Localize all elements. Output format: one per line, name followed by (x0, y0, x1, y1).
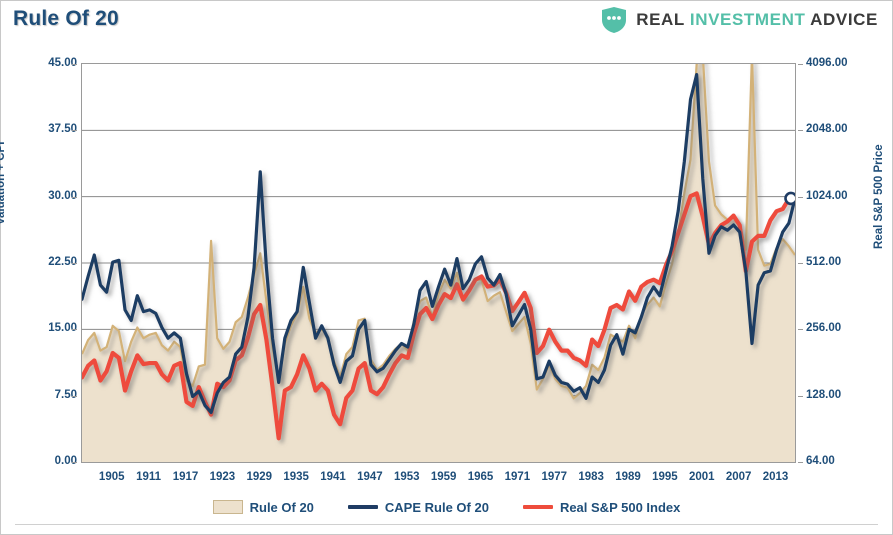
x-axis-tick: 1911 (136, 471, 162, 483)
x-axis-tick: 2007 (725, 471, 752, 483)
end-point-marker (784, 191, 795, 206)
legend-swatch (522, 505, 553, 509)
tick-mark (72, 263, 77, 264)
x-axis-tick: 2013 (762, 471, 789, 483)
x-axis-tick: 1965 (467, 471, 494, 483)
y-axis-left-tick: 7.50 (54, 388, 77, 401)
legend-item[interactable]: Rule Of 20 (212, 499, 314, 515)
legend-swatch (347, 505, 378, 509)
y-axis-right-tick: 4096.00 (806, 57, 848, 69)
tick-mark (72, 64, 77, 65)
tick-mark (72, 130, 77, 132)
tick-mark (72, 395, 77, 397)
y-axis-right-tick: 256.00 (806, 322, 842, 335)
legend-label: Real S&P 500 Index (559, 499, 681, 515)
tick-mark (798, 395, 803, 397)
x-axis-tick: 1995 (652, 471, 678, 483)
y-axis-left-tick: 30.00 (48, 189, 77, 202)
x-axis: 1905 1911 1917 1923 1929 1935 1941 1947 1953 1959… (81, 467, 796, 487)
shield-icon (601, 6, 627, 34)
brand-wordmark: REAL INVESTMENT ADVICE (636, 10, 878, 30)
y-axis-right-tick: 64.00 (806, 455, 835, 467)
legend-divider (15, 524, 878, 525)
x-axis-tick: 1989 (615, 471, 641, 483)
x-axis-tick: 1971 (504, 471, 531, 483)
y-axis-right: 64.00 128.00 256.00 512.00 1024.00 2048.00 409… (798, 57, 892, 467)
tick-mark (798, 130, 803, 132)
x-axis-tick: 1917 (172, 471, 199, 483)
x-axis-tick: 1923 (209, 471, 236, 483)
y-axis-right-tick: 2048.00 (806, 123, 848, 136)
y-axis-left-tick: 37.50 (48, 123, 77, 136)
legend-label: CAPE Rule Of 20 (384, 499, 489, 515)
tick-mark (798, 329, 803, 331)
x-axis-tick: 1959 (430, 471, 457, 483)
x-axis-tick: 1935 (283, 471, 309, 483)
y-axis-right-tick: 1024.00 (806, 189, 848, 202)
tick-mark (72, 329, 77, 331)
y-axis-left-tick: 22.50 (48, 256, 77, 268)
x-axis-tick: 1947 (357, 471, 383, 483)
brand-logo: REAL INVESTMENT ADVICE (601, 6, 878, 34)
legend-item[interactable]: Real S&P 500 Index (522, 499, 681, 515)
chart-body: Valuation + CPI 0.007.5015.0022.5030.003… (0, 39, 892, 535)
tick-mark (798, 196, 803, 198)
series-cape-rule-of-20 (82, 73, 795, 415)
x-axis-tick: 2001 (689, 471, 715, 483)
legend-swatch (212, 500, 243, 514)
chart-header: Rule Of 20 REAL INVESTMENT ADVICE (1, 1, 892, 39)
y-axis-left: 0.00 7.50 15.00 22.50 30.00 37.50 45.00 (1, 57, 77, 467)
brand-word-investment: INVESTMENT (689, 10, 806, 29)
x-axis-tick: 1929 (246, 471, 273, 483)
x-axis-tick: 1941 (320, 471, 346, 483)
x-axis-tick: 1983 (578, 471, 604, 483)
legend-label: Rule Of 20 (249, 499, 314, 515)
tick-mark (798, 64, 803, 65)
page-title: Rule Of 20 (13, 7, 119, 30)
brand-word-advice: ADVICE (810, 10, 878, 29)
x-axis-tick: 1905 (98, 471, 125, 483)
y-axis-right-tick: 512.00 (806, 256, 842, 268)
chart-legend: Rule Of 20 CAPE Rule Of 20 Real S&P 500 In… (1, 494, 892, 520)
tick-mark (72, 196, 77, 198)
legend-item[interactable]: CAPE Rule Of 20 (347, 499, 489, 515)
y-axis-left-tick: 0.00 (54, 455, 77, 467)
x-axis-tick: 1953 (393, 471, 420, 483)
y-axis-left-tick: 45.00 (48, 57, 77, 69)
brand-word-real: REAL (636, 10, 685, 29)
tick-mark (798, 462, 803, 463)
plot-area (81, 63, 796, 463)
x-axis-tick: 1977 (541, 471, 568, 483)
y-axis-left-tick: 15.00 (48, 322, 77, 335)
chart-canvas (82, 64, 795, 462)
tick-mark (72, 462, 77, 463)
y-axis-right-title: Real S&P 500 Price (873, 144, 885, 249)
tick-mark (798, 263, 803, 264)
y-axis-right-tick: 128.00 (806, 388, 842, 401)
